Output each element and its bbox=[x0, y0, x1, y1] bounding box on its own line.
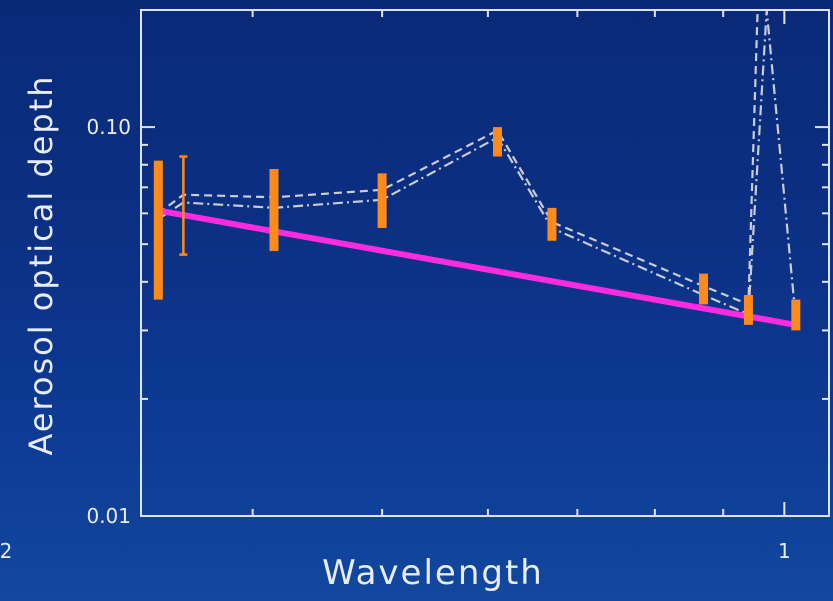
x-axis-title: Wavelength bbox=[322, 553, 544, 593]
series-line-2 bbox=[157, 10, 759, 306]
x-tick-label-1: 2 bbox=[0, 539, 12, 563]
plot-layer bbox=[153, 10, 801, 331]
axes-layer: 0.01 0.10 2 1 bbox=[0, 9, 830, 563]
y-tick-label-2: 0.10 bbox=[86, 115, 131, 139]
plot-frame bbox=[140, 9, 830, 517]
x-tick-label-2: 1 bbox=[778, 539, 791, 563]
plot-series-group bbox=[153, 10, 801, 331]
series-line-3 bbox=[155, 207, 799, 328]
y-axis-title: Aerosol optical depth bbox=[22, 74, 60, 455]
y-tick-label-1: 0.01 bbox=[86, 504, 131, 528]
series-line-1 bbox=[157, 10, 797, 320]
